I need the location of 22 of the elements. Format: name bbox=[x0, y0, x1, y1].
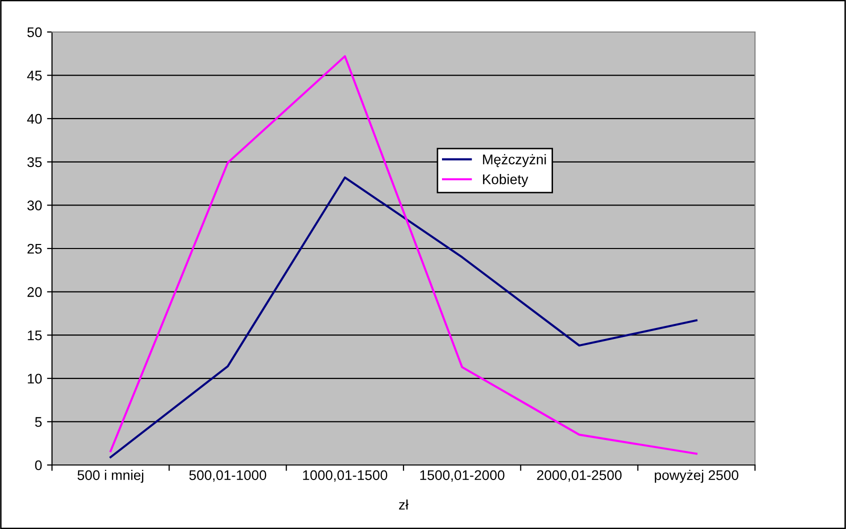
y-tick-label: 30 bbox=[27, 200, 42, 210]
y-tick-label: 40 bbox=[27, 114, 42, 124]
y-tick-label: 25 bbox=[28, 244, 42, 254]
y-tick-label: 45 bbox=[27, 70, 42, 80]
line-series bbox=[110, 55, 698, 455]
y-tick-label: 35 bbox=[27, 157, 42, 168]
y-tick-label: 10 bbox=[28, 374, 42, 384]
x-tick-label: powyżej 2500 bbox=[654, 470, 738, 483]
line-series bbox=[110, 176, 698, 458]
y-tick-label: 15 bbox=[28, 330, 42, 340]
y-tick-label: 20 bbox=[28, 287, 42, 297]
x-tick-label: 1500,01-2000 bbox=[420, 470, 504, 482]
y-tick-label: 5 bbox=[35, 417, 42, 427]
legend-label: Kobiety bbox=[483, 174, 528, 187]
y-tick-label: 50 bbox=[27, 27, 42, 38]
y-tick-label: 0 bbox=[35, 460, 42, 470]
x-tick-label: 1000,01-1500 bbox=[303, 470, 388, 482]
legend-label: Mężczyżni bbox=[483, 154, 546, 168]
x-tick-label: 500 i mniej bbox=[78, 470, 144, 483]
x-tick-label: 500,01-1000 bbox=[189, 470, 266, 482]
x-tick-label: 2000,01-2500 bbox=[537, 470, 622, 482]
x-axis-title: zł bbox=[399, 499, 408, 510]
